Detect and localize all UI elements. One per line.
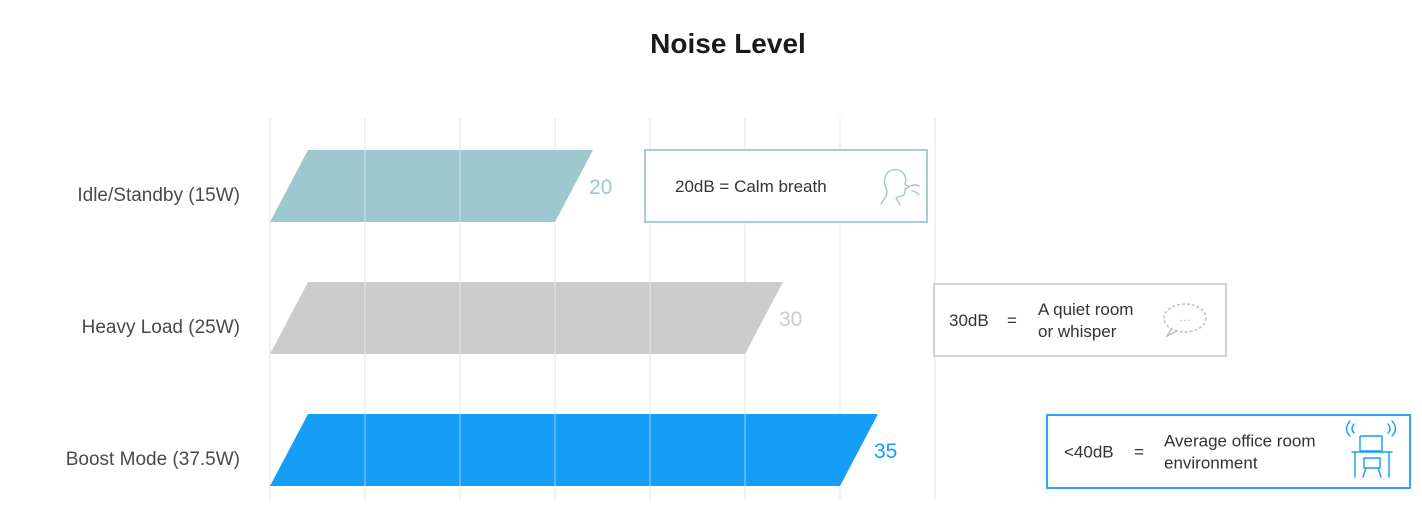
annotation-border: [644, 149, 928, 223]
annotation-box: 30dB = A quiet room or whisper: [933, 283, 1227, 357]
office-desk-icon: [1345, 420, 1397, 478]
annotation-text: A quiet room: [1038, 300, 1133, 319]
annotation-border: [933, 283, 1227, 357]
icon-stroke: [1351, 451, 1393, 478]
annotation-text: Average office room: [1164, 432, 1316, 451]
annotation-equals: =: [1007, 311, 1017, 330]
annotation-prefix: 30dB: [949, 311, 989, 330]
annotation-box: 20dB = Calm breath: [644, 149, 928, 223]
icon-stroke: [1165, 327, 1178, 338]
value-label: 20: [589, 176, 612, 199]
bar: [270, 282, 783, 354]
chart-title: Noise Level: [650, 28, 806, 59]
annotation-text: environment: [1164, 454, 1258, 473]
breathing-face-icon: [880, 168, 920, 206]
icon-stroke: [1359, 435, 1383, 452]
value-label: 30: [779, 308, 802, 331]
icon-stroke: [895, 197, 901, 206]
annotation-text: 20dB = Calm breath: [675, 177, 827, 196]
bars: 20 30 35: [270, 150, 897, 486]
icon-stroke: [880, 171, 889, 205]
annotation-border: [1046, 414, 1411, 489]
value-label: 35: [874, 440, 897, 463]
icon-stroke: [1345, 420, 1355, 437]
annotation-box: <40dB = Average office room environment: [1046, 414, 1411, 489]
annotation-equals: =: [1134, 443, 1144, 462]
icon-stroke: [1362, 457, 1382, 478]
annotation-text: or whisper: [1038, 322, 1117, 341]
category-label: Heavy Load (25W): [82, 317, 240, 338]
annotation-prefix: <40dB: [1064, 443, 1114, 462]
icon-stroke: [1387, 420, 1397, 437]
bar: [270, 414, 878, 486]
category-label: Boost Mode (37.5W): [66, 449, 240, 470]
category-labels: Idle/Standby (15W) Heavy Load (25W) Boost …: [66, 185, 240, 470]
icon-dots: …: [1179, 310, 1191, 324]
icon-stroke: [887, 168, 910, 198]
speech-bubble-icon: …: [1163, 303, 1207, 338]
icon-stroke: [1163, 303, 1207, 333]
icon-stroke: [909, 184, 920, 196]
bar: [270, 150, 593, 222]
annotation-boxes: 20dB = Calm breath 30dB = A quiet room or wh…: [644, 149, 1411, 489]
category-label: Idle/Standby (15W): [77, 185, 240, 206]
